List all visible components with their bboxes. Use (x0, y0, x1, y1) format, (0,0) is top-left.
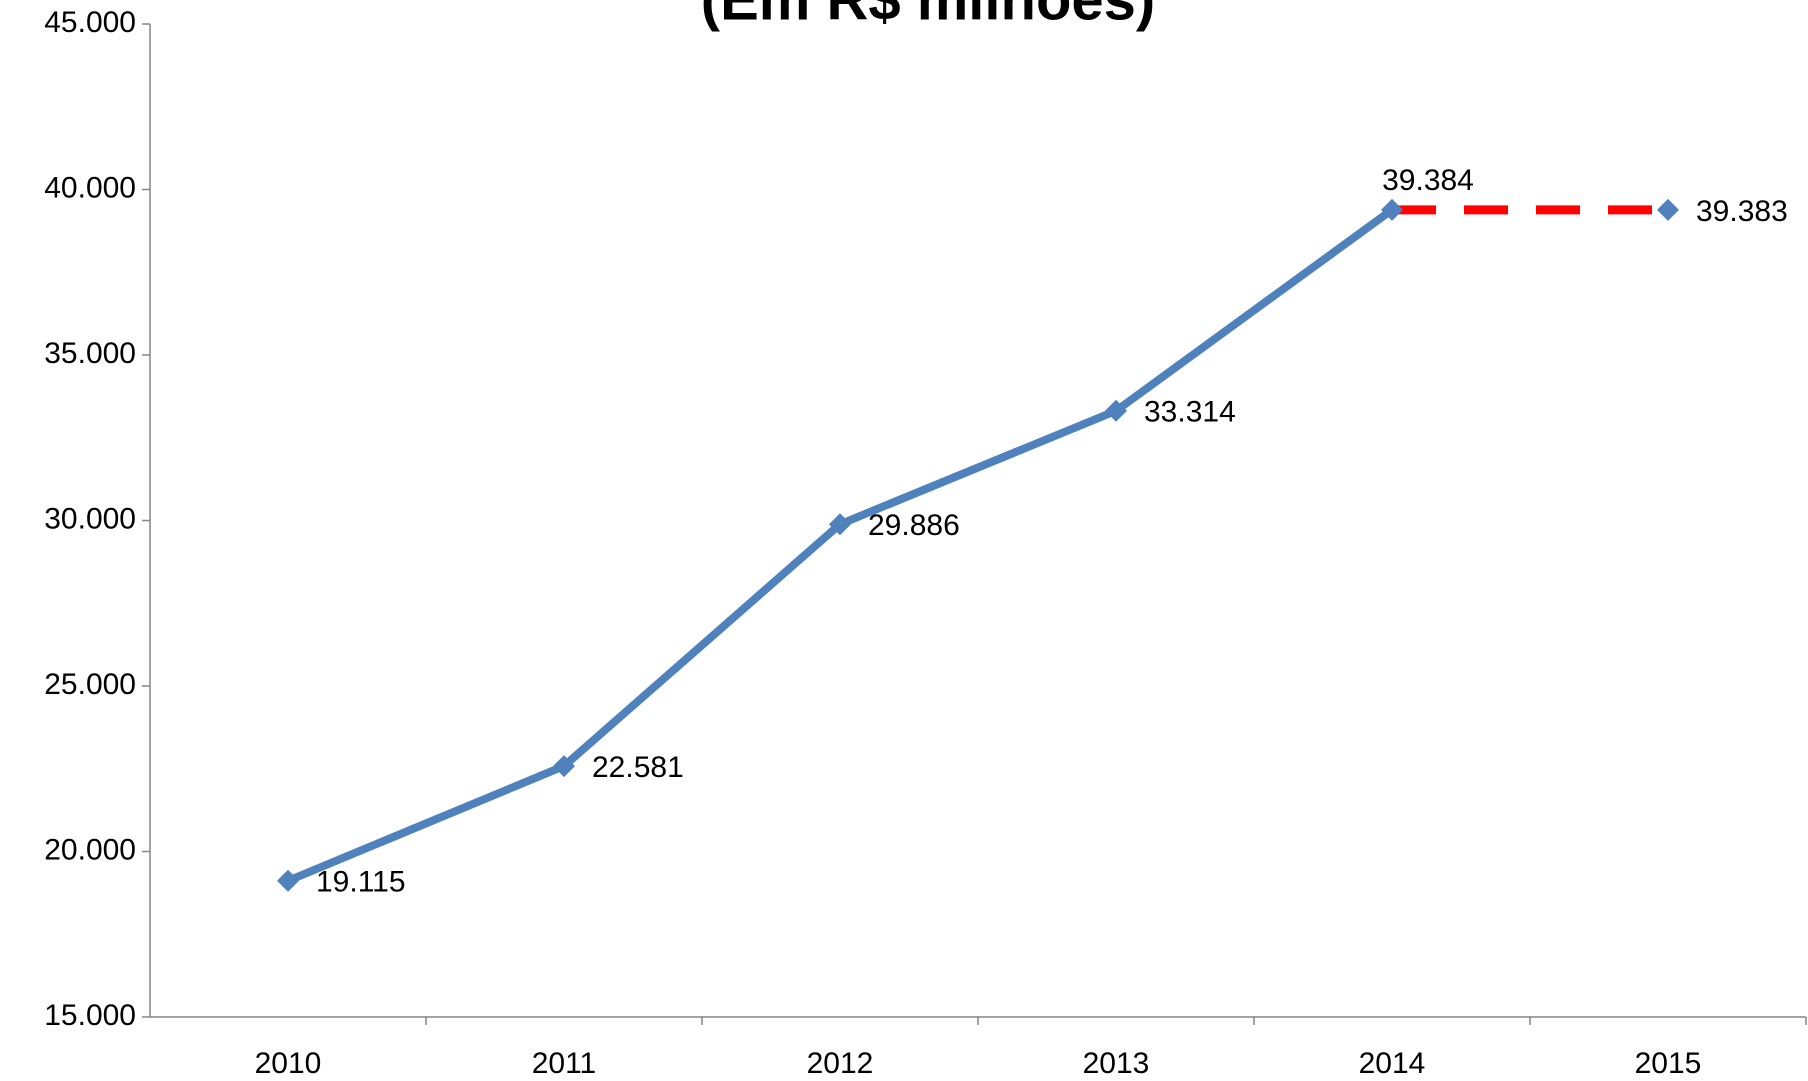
data-label: 33.314 (1144, 396, 1236, 429)
data-label: 39.383 (1696, 195, 1788, 228)
marker (1381, 198, 1403, 221)
y-tick-label: 45.000 (44, 6, 136, 39)
y-tick-label: 40.000 (44, 171, 136, 204)
y-tick-label: 20.000 (44, 833, 136, 866)
marker (829, 513, 851, 536)
y-tick-label: 15.000 (44, 999, 136, 1032)
x-tick-label: 2010 (255, 1047, 322, 1080)
x-tick-label: 2012 (807, 1047, 874, 1080)
y-tick-label: 25.000 (44, 668, 136, 701)
x-tick-label: 2013 (1083, 1047, 1150, 1080)
data-label: 39.384 (1382, 164, 1474, 197)
x-tick-label: 2015 (1635, 1047, 1702, 1080)
marker (1657, 198, 1679, 221)
data-label: 29.886 (868, 509, 960, 542)
series-line (286, 206, 1395, 885)
x-tick-label: 2011 (532, 1047, 597, 1080)
marker (553, 755, 575, 778)
y-tick-label: 35.000 (44, 337, 136, 370)
y-tick-label: 30.000 (44, 502, 136, 535)
data-label: 19.115 (316, 866, 406, 899)
data-label: 22.581 (592, 751, 684, 784)
chart-title: (Em R$ milhões) (701, 0, 1155, 32)
x-tick-label: 2014 (1359, 1047, 1426, 1080)
marker (277, 869, 299, 892)
marker (1105, 399, 1127, 422)
